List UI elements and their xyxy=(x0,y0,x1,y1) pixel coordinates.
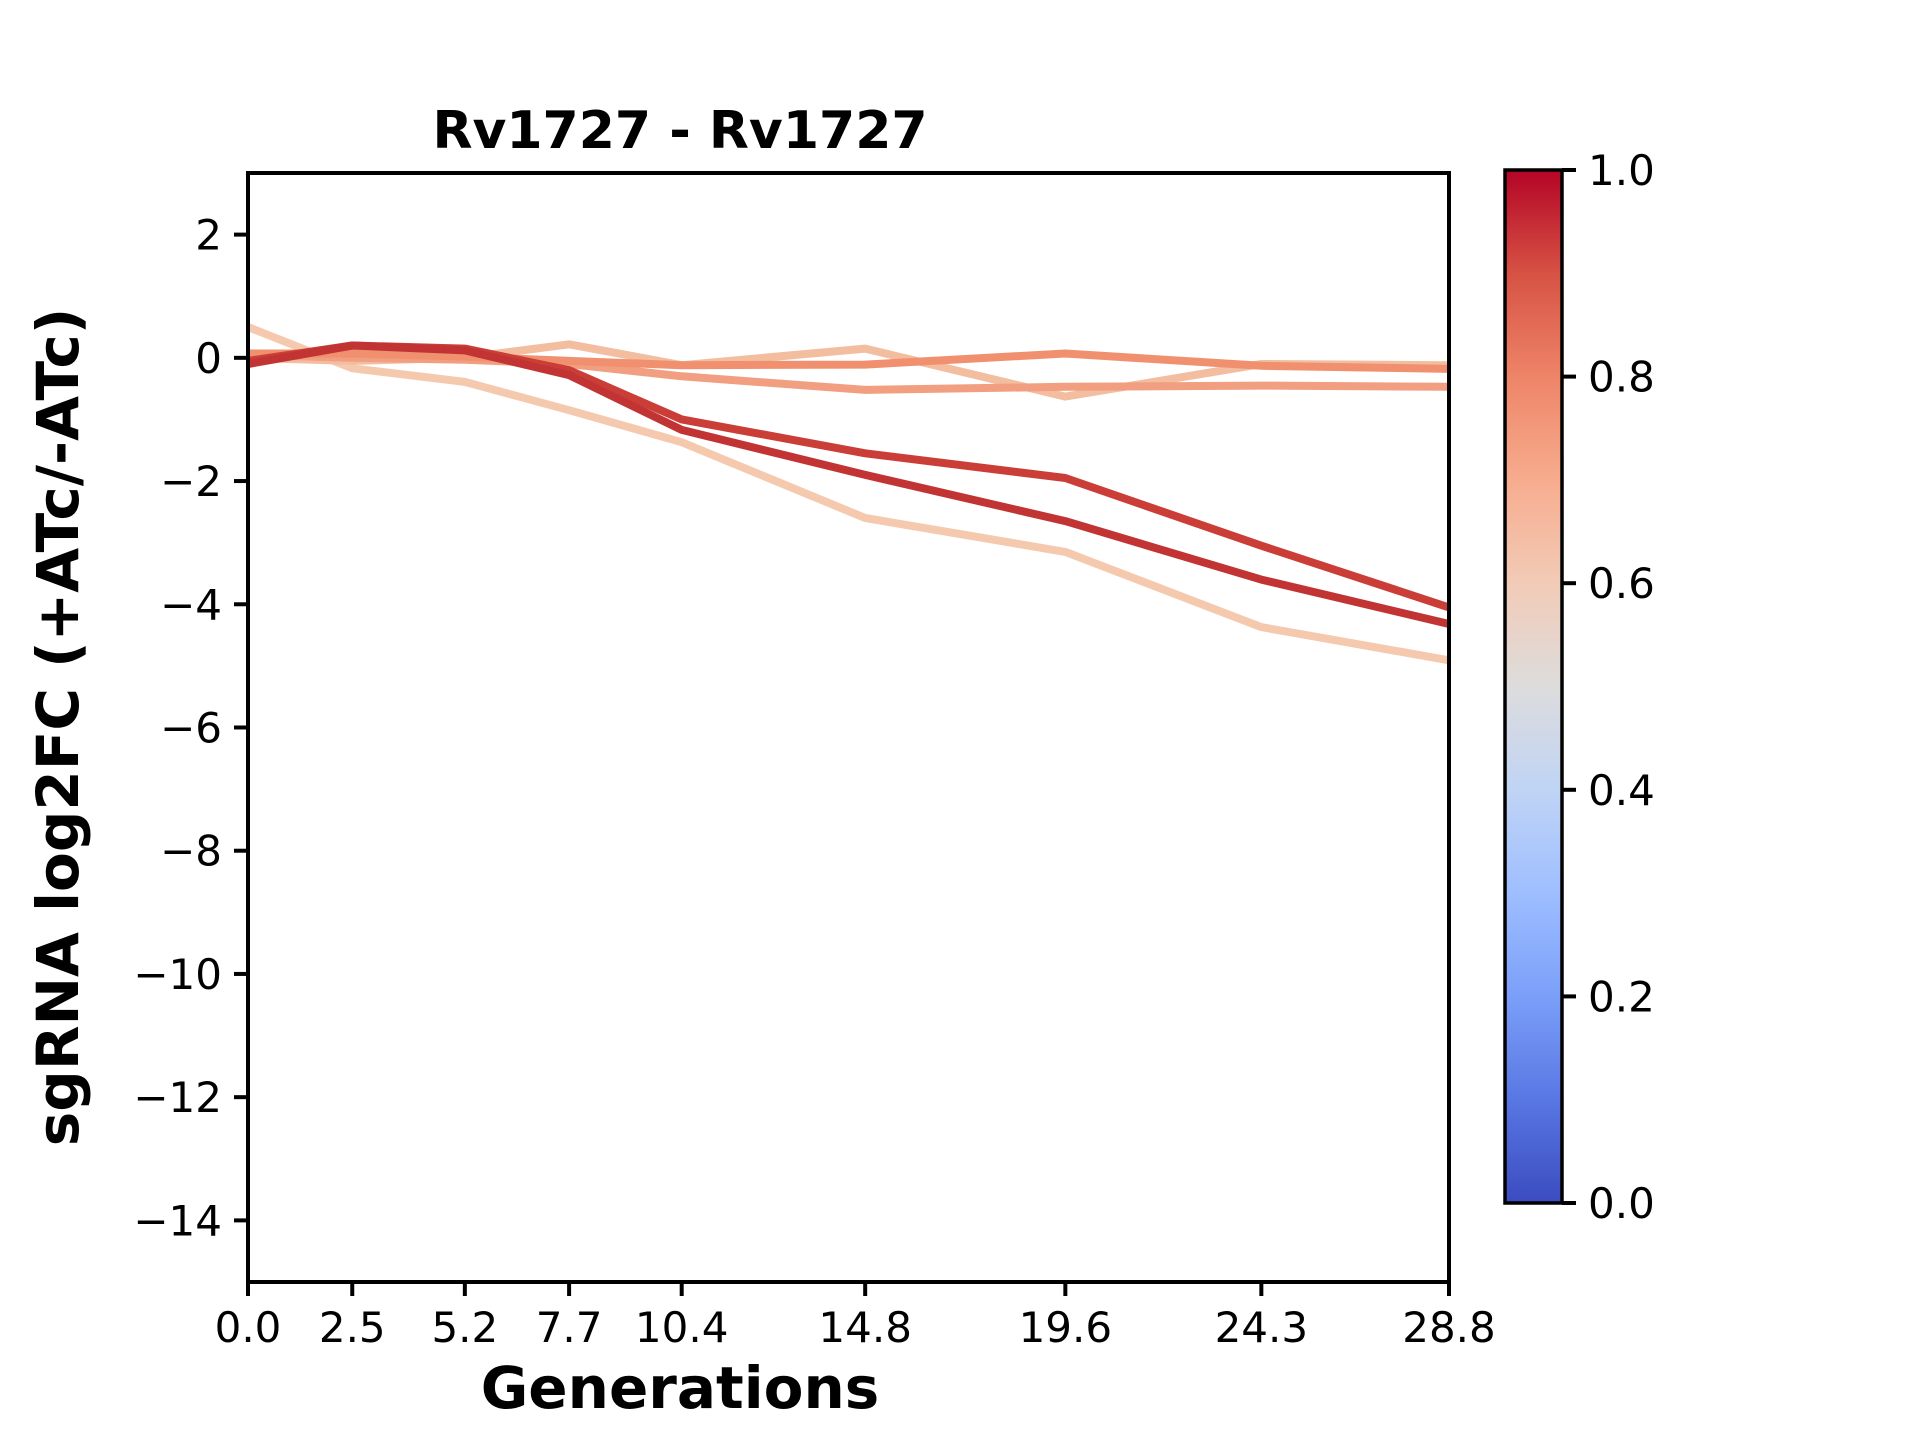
series-line-sgRNA-6 xyxy=(248,341,1449,628)
x-axis-label: Generations xyxy=(481,1354,880,1422)
y-tick-label: −10 xyxy=(133,950,222,999)
x-tick-label: 5.2 xyxy=(431,1303,498,1352)
series-line-sgRNA-1 xyxy=(248,323,1449,665)
x-tick-label: 2.5 xyxy=(319,1303,386,1352)
colorbar-tick-label: 0.0 xyxy=(1588,1179,1655,1228)
colorbar-bar xyxy=(1505,170,1562,1203)
y-tick-label: −14 xyxy=(133,1196,222,1245)
y-tick-label: −6 xyxy=(160,704,222,753)
x-tick-label: 10.4 xyxy=(635,1303,729,1352)
y-tick-label: −8 xyxy=(160,827,222,876)
x-axis: 0.0 2.5 5.2 7.7 10.4 14.8 19.6 24.3 28.8 xyxy=(215,1282,1496,1352)
y-tick-label: 2 xyxy=(195,211,222,260)
colorbar-tick-label: 0.4 xyxy=(1588,766,1655,815)
y-axis: 2 0 −2 −4 −6 −8 −10 −12 −14 xyxy=(133,211,248,1245)
colorbar-ticks: 1.0 0.8 0.6 0.4 0.2 0.0 xyxy=(1562,146,1655,1228)
plot-area xyxy=(248,173,1449,1282)
x-tick-label: 14.8 xyxy=(818,1303,912,1352)
series-line-sgRNA-4 xyxy=(248,349,1449,373)
x-tick-label: 19.6 xyxy=(1019,1303,1113,1352)
y-tick-label: −2 xyxy=(160,457,222,506)
colorbar-tick-label: 0.2 xyxy=(1588,972,1655,1021)
colorbar-tick-label: 0.6 xyxy=(1588,559,1655,608)
colorbar: 1.0 0.8 0.6 0.4 0.2 0.0 xyxy=(1503,146,1655,1228)
series-group xyxy=(248,323,1449,665)
y-tick-label: −12 xyxy=(133,1073,222,1122)
x-tick-label: 28.8 xyxy=(1402,1303,1496,1352)
x-tick-label: 24.3 xyxy=(1215,1303,1309,1352)
chart-title: Rv1727 - Rv1727 xyxy=(432,101,927,161)
colorbar-tick-label: 1.0 xyxy=(1588,146,1655,195)
x-tick-label: 0.0 xyxy=(215,1303,282,1352)
colorbar-tick-label: 0.8 xyxy=(1588,353,1655,402)
colorbar-outline xyxy=(1503,168,1564,1205)
y-tick-label: −4 xyxy=(160,580,222,629)
y-tick-label: 0 xyxy=(195,334,222,383)
y-axis-label: sgRNA log2FC (+ATc/-ATc) xyxy=(24,308,92,1146)
x-tick-label: 7.7 xyxy=(536,1303,603,1352)
